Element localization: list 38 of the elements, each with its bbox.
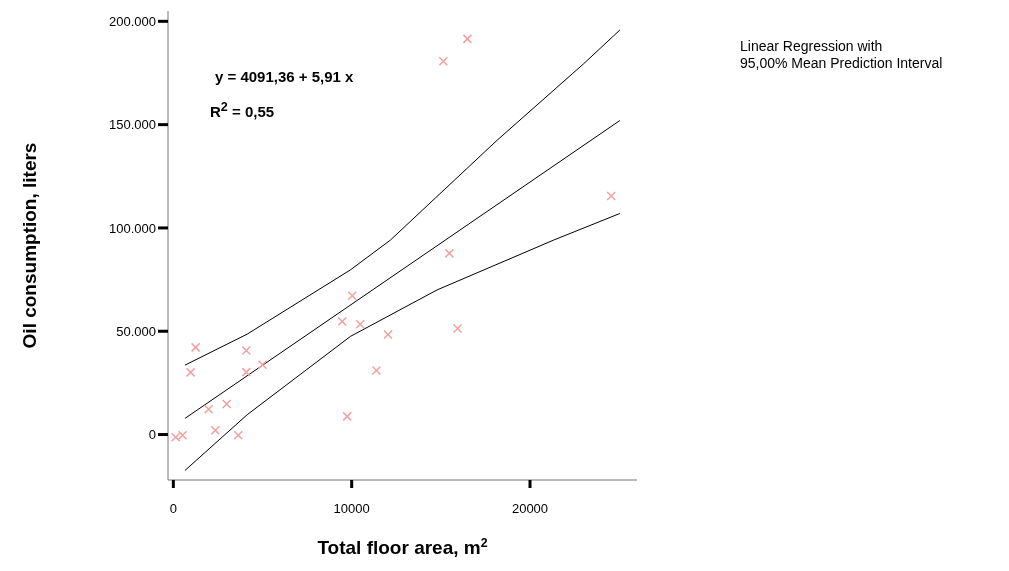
x-tick-label: 0 — [169, 501, 177, 517]
point — [177, 430, 188, 440]
point — [438, 56, 449, 66]
point — [233, 430, 244, 440]
x-axis-title: Total floor area, m$^{2}$ — [317, 536, 488, 558]
point — [190, 342, 201, 353]
point — [347, 290, 357, 301]
point — [257, 359, 268, 370]
point — [606, 191, 616, 201]
y-tick-label: 0 — [148, 427, 156, 443]
point — [221, 399, 232, 409]
y-axis-title: Oil consumption, liters — [19, 142, 40, 349]
annotation: y = 4091,36 + 5,91 x — [215, 68, 354, 85]
point — [241, 367, 252, 377]
point — [185, 367, 196, 378]
point — [462, 34, 473, 44]
point — [342, 411, 352, 422]
text: Linear Regression with — [740, 38, 883, 54]
point — [170, 432, 181, 442]
y-tick-label: 100.000 — [109, 220, 156, 236]
point — [444, 248, 455, 259]
point — [355, 319, 365, 329]
point — [203, 404, 214, 415]
y-tick-label: 150.000 — [109, 117, 156, 133]
point — [241, 345, 252, 356]
point — [452, 323, 463, 334]
x-tick-label: 20000 — [511, 501, 549, 517]
line-series — [184, 212, 621, 471]
x-tick-label: 10000 — [333, 501, 370, 517]
y-tick-label: 200.000 — [109, 13, 156, 29]
y-tick-label: 50.000 — [116, 323, 156, 339]
point — [371, 365, 382, 376]
annotation: R$^{2}$ = 0,55 — [210, 100, 275, 120]
point — [337, 316, 347, 327]
text: 95,00% Mean Prediction Interval — [740, 55, 943, 71]
point — [210, 425, 221, 435]
line-series — [184, 29, 621, 366]
point — [383, 329, 393, 340]
